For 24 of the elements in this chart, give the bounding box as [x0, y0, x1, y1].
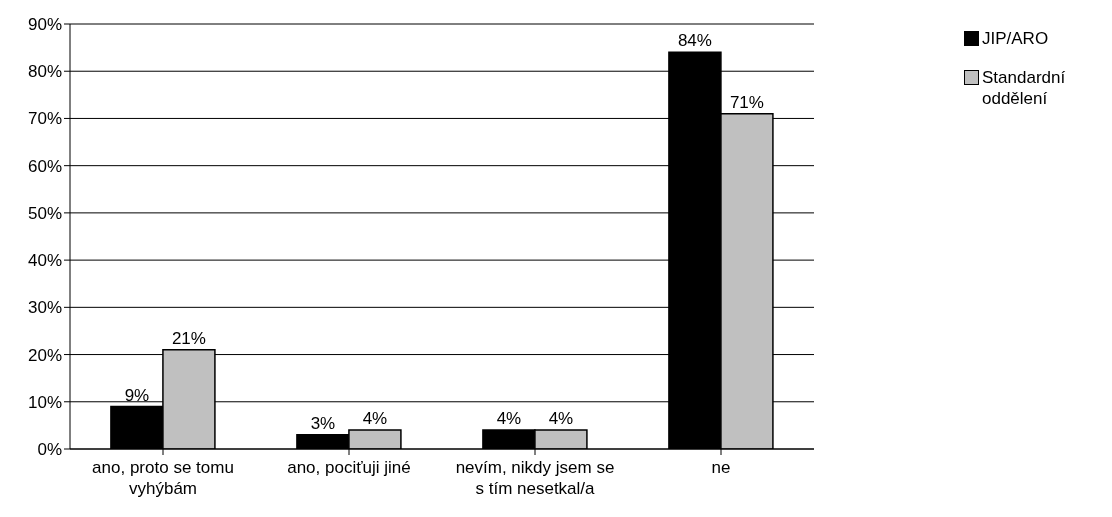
x-tick-label: nevím, nikdy jsem se s tím nesetkal/a — [455, 458, 615, 498]
y-tick-label: 10% — [27, 392, 62, 412]
data-label: 21% — [171, 328, 206, 348]
x-tick-label: ano, proto se tomu vyhýbám — [92, 458, 234, 498]
data-label: 84% — [677, 31, 712, 51]
y-tick-label: 60% — [27, 156, 62, 176]
y-tick-label: 50% — [27, 203, 62, 223]
data-label: 3% — [310, 413, 336, 433]
y-tick-label: 0% — [37, 440, 62, 460]
data-label: 4% — [362, 409, 388, 429]
y-tick-label: 70% — [27, 109, 62, 129]
y-tick-label: 80% — [27, 62, 62, 82]
y-tick-label: 30% — [27, 298, 62, 318]
legend-label: JIP/ARO — [982, 28, 1050, 49]
data-label: 4% — [548, 409, 574, 429]
y-tick-label: 40% — [27, 251, 62, 271]
data-label: 71% — [729, 92, 764, 112]
y-tick-label: 20% — [27, 345, 62, 365]
legend-label: Standardní oddělení — [982, 67, 1067, 109]
data-label: 9% — [124, 385, 150, 405]
data-label: 4% — [496, 409, 522, 429]
x-tick-label: ne — [711, 458, 731, 477]
x-tick-label: ano, pociťuji jiné — [287, 458, 411, 477]
y-tick-label: 90% — [27, 15, 62, 35]
